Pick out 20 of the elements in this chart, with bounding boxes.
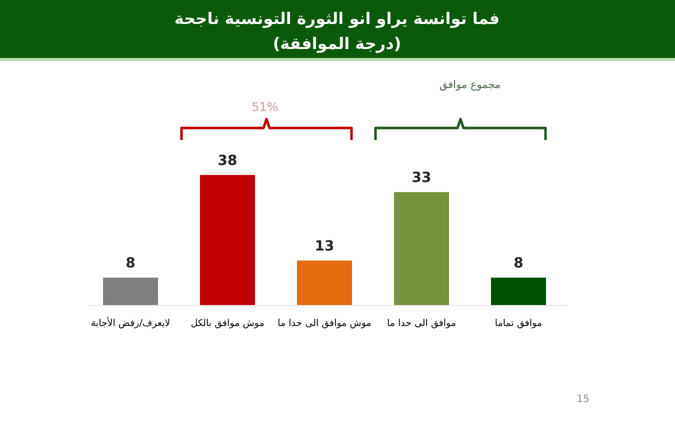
bar xyxy=(103,278,158,305)
x-tick-label: موش موافق بالكل xyxy=(190,318,264,329)
text: 51% xyxy=(252,100,278,114)
bar xyxy=(297,260,352,305)
bar xyxy=(394,192,449,305)
bar xyxy=(491,278,546,305)
x-tick-label: موافق الى حدا ما xyxy=(386,318,456,329)
x-tick-label: موافق تماما xyxy=(494,318,542,329)
text: مجموع موافق xyxy=(439,79,501,91)
data-label: 33 xyxy=(412,170,432,186)
data-label: 38 xyxy=(218,153,238,169)
text: 15 xyxy=(576,394,590,405)
data-label: 8 xyxy=(126,256,136,272)
x-tick-label: موش موافق الى حدا ما xyxy=(278,318,372,329)
data-label: 13 xyxy=(314,238,334,255)
bar xyxy=(200,175,255,305)
chart-subtitle: (درجة الموافقة) xyxy=(272,34,402,53)
chart-title: فما توانسة يراو انو الثورة التونسية ناجحة xyxy=(174,9,500,28)
data-label: 8 xyxy=(514,256,524,272)
x-tick-label: لايعرف/رفض الأجابة xyxy=(90,316,170,329)
